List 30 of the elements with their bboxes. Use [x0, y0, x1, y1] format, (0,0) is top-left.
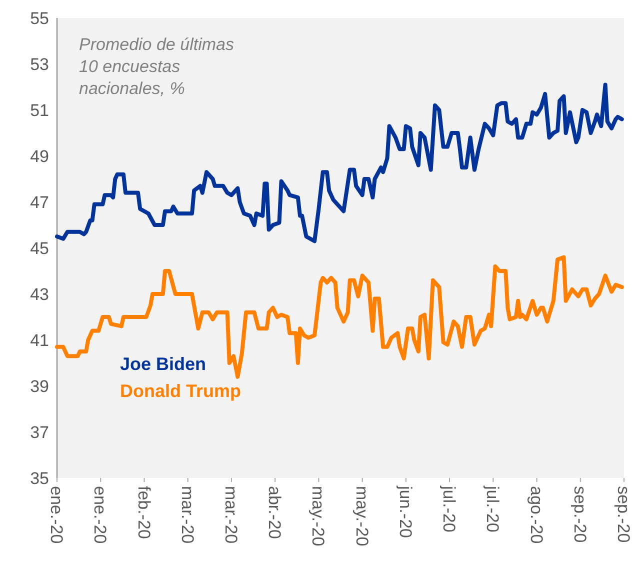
- x-tick-label: mar.-20: [222, 486, 241, 544]
- y-tick-label: 43: [30, 284, 49, 304]
- y-tick-label: 53: [30, 54, 49, 74]
- x-tick-label: may.-20: [308, 486, 328, 546]
- y-tick-label: 45: [30, 238, 49, 258]
- y-tick-label: 37: [30, 422, 49, 442]
- annotation: Promedio de últimas 10 encuestas nacionales, %: [79, 35, 234, 98]
- y-tick-label: 51: [30, 100, 49, 120]
- x-tick-label: mar.-20: [178, 486, 197, 544]
- y-tick-label: 41: [30, 330, 49, 350]
- x-tick-label: jul.-20: [483, 485, 502, 532]
- series-label: Donald Trump: [120, 381, 242, 401]
- x-tick-label: ago.-20: [526, 486, 546, 544]
- line-series: [55, 82, 624, 244]
- x-tick-label: abr.-20: [265, 486, 284, 539]
- x-tick-label: jul.-20: [440, 485, 459, 532]
- x-tick-label: ene.-20: [47, 486, 66, 544]
- y-tick-label: 49: [30, 146, 49, 166]
- x-tick-label: may.-20: [352, 486, 372, 546]
- y-tick-label: 55: [30, 8, 49, 28]
- x-tick-label: ene.-20: [90, 486, 110, 544]
- text: Joe Biden: [120, 354, 206, 374]
- x-tick-label: jun.-20: [396, 485, 415, 538]
- x-tick-label: sep.-20: [614, 486, 634, 543]
- x-tick-label: feb.-20: [134, 486, 154, 539]
- y-tick-label: 35: [30, 468, 49, 488]
- y-tick-label: 47: [30, 192, 49, 212]
- y-tick-label: 39: [30, 376, 49, 396]
- line-series: [55, 255, 624, 379]
- x-tick-label: sep.-20: [570, 486, 590, 543]
